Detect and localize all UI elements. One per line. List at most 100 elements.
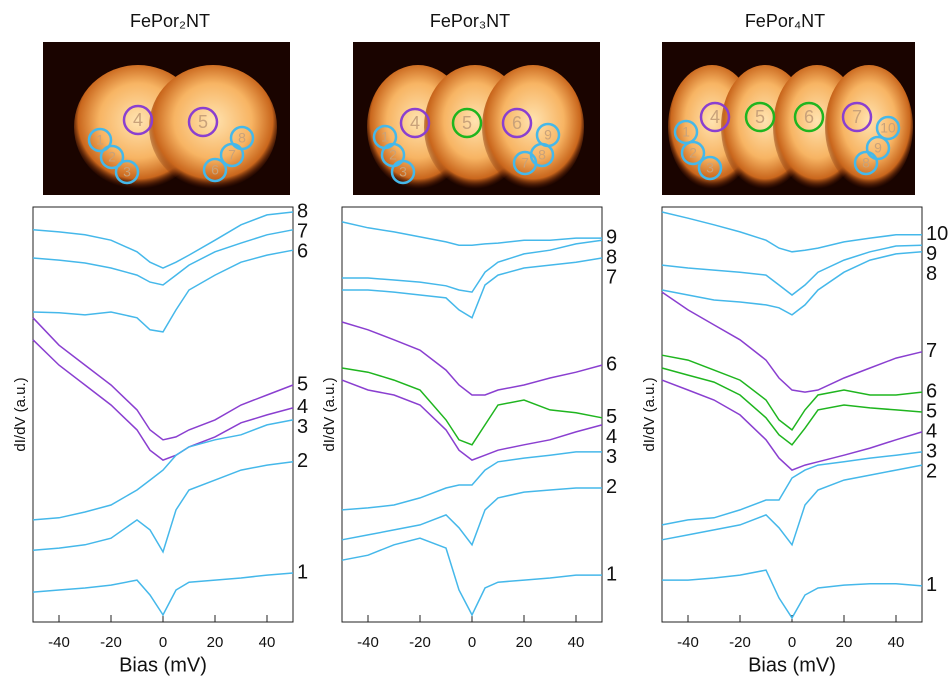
legend-label: 4: [606, 426, 617, 448]
site-marker: [501, 107, 533, 139]
site-marker: [875, 115, 901, 141]
legend-label: 6: [297, 240, 308, 262]
spectrum-line: [32, 317, 294, 441]
molecule-blob: [825, 65, 913, 189]
site-label: 6: [804, 107, 814, 127]
legend-label: 7: [926, 340, 937, 362]
legend-label: 8: [926, 263, 937, 285]
site-marker: [372, 124, 398, 150]
legend-label: 7: [606, 266, 617, 288]
site-label: 8: [538, 147, 546, 163]
x-tick-label: -20: [409, 634, 431, 651]
site-label: 7: [228, 147, 236, 163]
spectrum-line: [32, 211, 294, 269]
legend-label: 8: [297, 200, 308, 222]
legend-label: 5: [926, 400, 937, 422]
x-axis-label: Bias (mV): [748, 654, 836, 676]
spectrum-line: [342, 257, 603, 319]
legend-label: 5: [606, 406, 617, 428]
site-marker: [219, 142, 245, 168]
legend-label: 1: [606, 563, 617, 585]
x-tick-label: -20: [100, 634, 122, 651]
chart-title: FePor₄NT: [745, 11, 825, 31]
site-marker: [122, 104, 154, 136]
spectrum-line: [342, 239, 603, 293]
site-label: 5: [755, 107, 765, 127]
spectrum-line: [661, 251, 923, 316]
spectrum-line: [341, 367, 603, 446]
legend-label: 1: [297, 561, 308, 583]
site-label: 3: [399, 164, 407, 180]
spectrum-line: [32, 229, 294, 286]
spectrum-line: [341, 537, 602, 617]
spectrum-line: [661, 379, 923, 471]
x-tick-label: 0: [159, 634, 167, 651]
site-label: 5: [462, 113, 472, 133]
legend-label: 6: [606, 353, 617, 375]
site-label: 6: [211, 162, 219, 178]
legend-label: 2: [297, 450, 308, 472]
site-marker: [99, 144, 125, 170]
site-marker: [699, 101, 731, 133]
spectrum-line: [341, 487, 602, 547]
spectrum-line: [32, 572, 294, 617]
site-label: 10: [880, 120, 896, 136]
spectrum-line: [32, 419, 294, 521]
legend-label: 7: [297, 220, 308, 242]
site-marker: [793, 101, 825, 133]
site-label: 7: [852, 107, 862, 127]
site-label: 6: [512, 113, 522, 133]
x-tick-label: 0: [468, 634, 476, 651]
legend-label: 9: [926, 243, 937, 265]
x-tick-label: 20: [516, 634, 533, 651]
site-label: 5: [198, 112, 208, 132]
spectrum-line: [661, 244, 923, 296]
spectrum-line: [661, 451, 923, 526]
legend-label: 4: [297, 396, 308, 418]
x-tick-label: 40: [568, 634, 585, 651]
site-label: 1: [381, 129, 389, 145]
site-marker: [697, 155, 723, 181]
spectrum-line: [661, 464, 923, 547]
x-tick-label: 40: [259, 634, 276, 651]
x-tick-label: -40: [357, 634, 379, 651]
site-label: 7: [521, 155, 529, 171]
legend-label: 9: [606, 226, 617, 248]
spectrum-line: [661, 367, 923, 446]
legend-label: 8: [606, 246, 617, 268]
molecule-blob: [149, 65, 277, 189]
legend-label: 3: [297, 416, 308, 438]
plot-frame: [32, 206, 294, 623]
legend-label: 3: [926, 440, 937, 462]
legend-label: 3: [606, 446, 617, 468]
spectrum-line: [661, 291, 923, 393]
site-label: 1: [96, 132, 104, 148]
site-label: 8: [862, 155, 870, 171]
site-label: 1: [682, 124, 690, 140]
site-label: 4: [410, 113, 420, 133]
x-tick-label: -20: [729, 634, 751, 651]
x-tick-label: 40: [888, 634, 905, 651]
site-label: 3: [706, 160, 714, 176]
site-marker: [744, 101, 776, 133]
chart-title: FePor₂NT: [130, 11, 210, 31]
legend-label: 4: [926, 420, 937, 442]
site-marker: [114, 159, 140, 185]
spectrum-line: [32, 249, 294, 333]
site-marker: [841, 101, 873, 133]
spectrum-line: [661, 211, 922, 253]
site-marker: [87, 127, 113, 153]
legend-label: 5: [297, 373, 308, 395]
site-label: 4: [133, 110, 143, 130]
site-marker: [451, 107, 483, 139]
site-marker: [673, 119, 699, 145]
spectrum-line: [341, 321, 603, 396]
spectrum-line: [661, 354, 923, 431]
legend-label: 10: [926, 223, 948, 245]
site-marker: [853, 150, 879, 176]
site-label: 9: [544, 127, 552, 143]
x-axis-label: Bias (mV): [119, 654, 207, 676]
spectrum-line: [341, 221, 602, 246]
plot-frame: [341, 206, 603, 623]
